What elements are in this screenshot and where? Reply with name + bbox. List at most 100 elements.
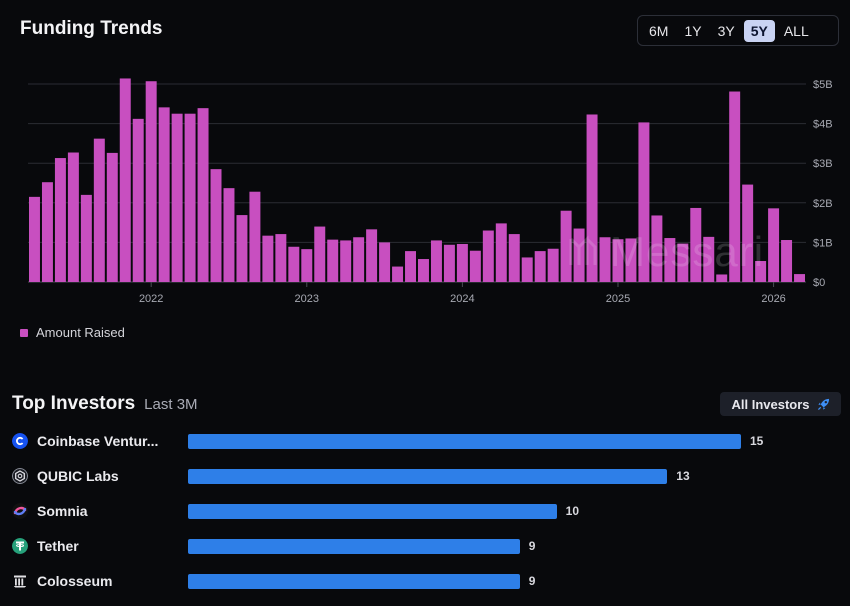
all-investors-button[interactable]: All Investors: [720, 392, 841, 416]
investor-count: 15: [750, 434, 764, 448]
funding-bar[interactable]: [275, 234, 287, 282]
y-tick-label: $2B: [813, 198, 833, 210]
funding-bar[interactable]: [573, 228, 585, 282]
legend-label: Amount Raised: [36, 325, 125, 340]
funding-bar[interactable]: [80, 194, 92, 282]
funding-bar[interactable]: [223, 188, 235, 282]
funding-bar[interactable]: [560, 210, 572, 282]
investor-count: 9: [528, 574, 536, 588]
all-investors-label: All Investors: [731, 396, 810, 412]
funding-bar[interactable]: [249, 191, 261, 282]
funding-bar[interactable]: [54, 158, 66, 282]
investors-header: Top Investors Last 3M: [12, 393, 198, 415]
chart-grid: [28, 83, 806, 283]
funding-bar[interactable]: [625, 238, 637, 282]
funding-bar[interactable]: [340, 240, 352, 282]
funding-bar[interactable]: [288, 246, 300, 282]
funding-bar[interactable]: [418, 259, 429, 282]
range-1y-button[interactable]: 1Y: [684, 22, 702, 39]
x-tick-label: 2023: [295, 293, 319, 305]
investor-row[interactable]: Coinbase Ventur... 15: [12, 432, 842, 452]
funding-bar[interactable]: [781, 240, 793, 282]
investors-title: Top Investors: [12, 393, 136, 414]
funding-bar[interactable]: [262, 235, 274, 282]
chart-legend[interactable]: Amount Raised: [20, 325, 125, 340]
funding-bar[interactable]: [716, 274, 728, 282]
funding-bar[interactable]: [197, 108, 209, 282]
range-6m-button[interactable]: 6M: [649, 22, 669, 39]
funding-bar[interactable]: [67, 152, 79, 282]
funding-bar[interactable]: [469, 250, 481, 282]
funding-bar[interactable]: [158, 107, 170, 282]
funding-bar[interactable]: [508, 234, 520, 282]
funding-bar-chart: $0 $1B $2B $3B $4B $5B 2022 2023 2024 2025 2026: [28, 78, 833, 305]
funding-bar[interactable]: [314, 226, 326, 282]
investor-count: 9: [528, 539, 536, 553]
funding-bar[interactable]: [379, 242, 391, 282]
funding-bar[interactable]: [132, 118, 144, 282]
range-3y-button[interactable]: 3Y: [717, 22, 735, 39]
funding-bar[interactable]: [755, 261, 767, 282]
funding-bar[interactable]: [547, 248, 559, 282]
investor-name: Somnia: [37, 503, 88, 519]
funding-bar[interactable]: [794, 274, 805, 282]
funding-bar[interactable]: [171, 113, 183, 282]
funding-bar[interactable]: [534, 251, 546, 282]
x-tick-label: 2025: [606, 293, 630, 305]
funding-bar[interactable]: [145, 81, 157, 282]
funding-bar[interactable]: [768, 208, 780, 282]
funding-bar[interactable]: [586, 114, 598, 282]
x-tick-label: 2026: [761, 293, 785, 305]
funding-bar[interactable]: [430, 240, 442, 282]
funding-bar[interactable]: [521, 257, 533, 282]
y-axis: $0 $1B $2B $3B $4B $5B: [813, 79, 833, 289]
funding-bar[interactable]: [392, 266, 404, 282]
investor-row[interactable]: Tether 9: [12, 537, 842, 557]
chart-title: Funding Trends: [20, 18, 163, 39]
funding-bar[interactable]: [29, 196, 40, 282]
somnia-icon: [12, 503, 28, 519]
chart-bars: [29, 78, 805, 283]
funding-bar[interactable]: [443, 244, 455, 282]
funding-bar[interactable]: [210, 169, 222, 282]
investor-count: 10: [565, 504, 580, 518]
funding-bar[interactable]: [236, 215, 248, 282]
investor-name: Coinbase Ventur...: [37, 433, 159, 449]
funding-bar[interactable]: [119, 78, 131, 283]
funding-bar[interactable]: [690, 207, 702, 282]
qubic-icon: [12, 468, 28, 484]
funding-bar[interactable]: [599, 237, 611, 282]
investor-row[interactable]: QUBIC Labs 13: [12, 467, 842, 487]
funding-bar[interactable]: [456, 243, 468, 282]
funding-bar[interactable]: [106, 152, 118, 282]
funding-bar[interactable]: [651, 215, 663, 282]
funding-bar[interactable]: [729, 91, 741, 282]
funding-bar[interactable]: [612, 239, 624, 282]
investor-row[interactable]: Somnia 10: [12, 502, 842, 522]
funding-bar[interactable]: [482, 230, 494, 282]
funding-bar[interactable]: [301, 249, 313, 282]
investor-name: QUBIC Labs: [37, 468, 119, 484]
funding-bar[interactable]: [703, 236, 715, 282]
investor-bar: [188, 434, 741, 449]
funding-bar[interactable]: [327, 239, 339, 282]
funding-bar[interactable]: [495, 223, 507, 282]
y-tick-label: $0: [813, 277, 825, 289]
funding-bar[interactable]: [93, 138, 105, 282]
investor-row[interactable]: Colosseum 9: [12, 572, 842, 592]
funding-bar[interactable]: [677, 243, 689, 282]
range-5y-button[interactable]: 5Y: [743, 19, 775, 42]
funding-bar[interactable]: [664, 238, 676, 282]
funding-bar[interactable]: [638, 122, 650, 282]
funding-bar[interactable]: [405, 251, 416, 282]
funding-bar[interactable]: [184, 113, 196, 282]
x-tick-label: 2024: [450, 293, 474, 305]
x-tick-label: 2022: [139, 293, 163, 305]
funding-bar[interactable]: [353, 237, 365, 282]
investors-period: Last 3M: [144, 396, 198, 413]
funding-bar[interactable]: [366, 229, 378, 282]
investor-bar: [188, 539, 520, 554]
funding-bar[interactable]: [41, 182, 53, 282]
range-all-button[interactable]: ALL: [783, 22, 809, 39]
funding-bar[interactable]: [742, 184, 754, 282]
